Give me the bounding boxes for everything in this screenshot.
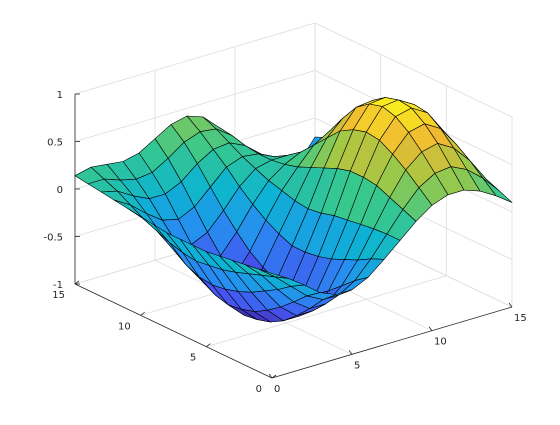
x-tick-label: 10 xyxy=(434,337,447,348)
z-tick-label: 1 xyxy=(57,90,63,101)
surface-patch xyxy=(258,268,289,279)
x-tick-mark xyxy=(268,373,273,379)
x-tick-mark xyxy=(508,302,513,308)
grid-line-z-back-x xyxy=(314,22,513,118)
x-tick-mark xyxy=(428,326,433,331)
y-axis-line xyxy=(74,283,273,379)
y-tick-mark xyxy=(206,343,211,348)
grid-line-y-floor xyxy=(206,275,447,348)
x-tick-label: 5 xyxy=(354,360,360,371)
x-axis-line xyxy=(271,306,513,379)
z-tick-label: -1 xyxy=(53,280,63,291)
grid-line-z-back-y xyxy=(74,22,316,95)
y-tick-mark xyxy=(271,374,277,379)
z-tick-label: 0.5 xyxy=(47,138,63,149)
y-tick-label: 0 xyxy=(256,384,262,395)
y-tick-mark xyxy=(74,280,80,285)
x-tick-mark xyxy=(348,350,353,355)
surface-mesh xyxy=(74,97,513,323)
y-tick-label: 5 xyxy=(190,353,196,364)
x-tick-label: 0 xyxy=(274,384,280,395)
x-tick-label: 15 xyxy=(514,313,527,324)
z-tick-label: -0.5 xyxy=(43,233,63,244)
grid-line-z-back-y xyxy=(74,70,316,142)
y-tick-label: 10 xyxy=(118,321,131,332)
z-tick-label: 0 xyxy=(57,185,63,196)
y-tick-label: 15 xyxy=(52,290,65,301)
axis-lines xyxy=(74,93,513,379)
y-tick-mark xyxy=(140,311,145,316)
